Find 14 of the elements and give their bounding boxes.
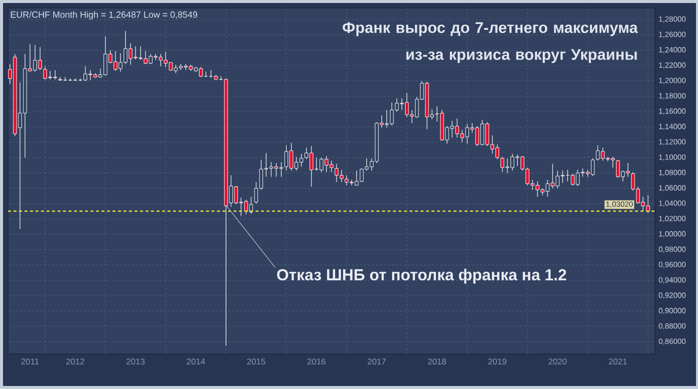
- x-tick-label: 2012: [66, 358, 84, 365]
- x-tick-label: 2019: [488, 358, 506, 365]
- x-tick-label: 2018: [428, 358, 446, 365]
- x-tick-label: 2014: [186, 358, 206, 365]
- x-tick-label: 2011: [21, 358, 39, 365]
- chart-subtitle: EUR/CHF Month High = 1,26487 Low = 0,8549: [10, 11, 198, 20]
- x-tick-label: 2013: [126, 358, 145, 365]
- annotation: Отказ ШНБ от потолка франка на 1.2: [277, 268, 566, 284]
- x-tick-label: 2017: [368, 358, 386, 365]
- x-tick-label: 2015: [247, 358, 266, 365]
- x-tick-label: 2021: [608, 358, 627, 365]
- x-tick-label: 2016: [307, 358, 326, 365]
- x-tick-label: 2020: [548, 358, 567, 365]
- text: Франк вырос до 7-летнего максимума из-за кризиса вокруг Украины: [342, 22, 638, 63]
